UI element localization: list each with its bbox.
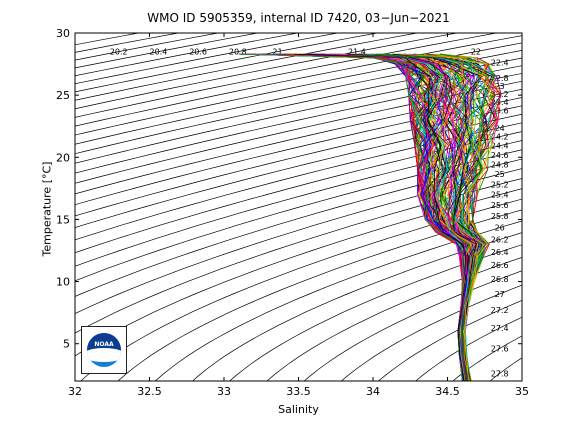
density-contour-label: 23.6 <box>491 107 509 116</box>
density-contour-line <box>75 113 522 228</box>
density-contour-labels: 20.2 20.4 20.6 20.8 21 21.4 2222.422.82323.223… <box>110 48 509 379</box>
profile-line <box>358 53 476 381</box>
density-contour-label: 25.6 <box>491 201 509 210</box>
density-contour-label: 25.4 <box>491 191 509 200</box>
x-tick-label: 32.5 <box>137 385 162 398</box>
x-tick-label: 33.5 <box>286 385 311 398</box>
density-contour-label: 26.6 <box>491 261 509 270</box>
density-contour-line <box>75 50 522 145</box>
density-contour-line <box>75 42 522 136</box>
density-contour-line <box>75 80 522 184</box>
density-contour-line <box>75 33 499 118</box>
density-contour-line <box>75 105 522 217</box>
density-contour-line <box>75 122 522 241</box>
density-contour-label: 26 <box>495 224 505 233</box>
density-contour-label: 25 <box>495 170 505 179</box>
density-contour-label: 24.4 <box>491 142 509 151</box>
density-contour-label: 22.4 <box>491 58 509 67</box>
density-contour-label: 26.4 <box>491 248 509 257</box>
density-contour-line <box>75 33 340 85</box>
y-axis-ticks: 5 10 15 20 25 30 <box>56 27 522 351</box>
x-tick-label: 32 <box>68 385 82 398</box>
density-contour-label: 27.8 <box>491 369 509 378</box>
profile-line <box>435 53 493 381</box>
x-tick-label: 34.5 <box>435 385 460 398</box>
profile-line <box>319 53 466 381</box>
density-contour-line <box>154 220 522 381</box>
density-contour-label: 20.6 <box>189 48 207 57</box>
density-contour-label: 27 <box>495 290 505 299</box>
y-tick-label: 15 <box>56 213 70 226</box>
density-contour-line <box>75 158 522 297</box>
density-contour-line <box>75 65 522 164</box>
density-contour-label: 22 <box>471 48 481 57</box>
density-contour-line <box>75 131 522 254</box>
density-contour-label: 27.2 <box>491 306 509 315</box>
density-contours <box>75 33 522 381</box>
density-contour-label: 22.8 <box>491 74 509 83</box>
density-contour-label: 23.2 <box>491 90 509 99</box>
density-contour-line <box>75 33 419 101</box>
density-contour-label: 26.8 <box>491 275 509 284</box>
x-axis-ticks: 32 32.5 33 33.5 34 34.5 35 <box>68 33 529 398</box>
profile-line <box>294 53 466 381</box>
y-tick-label: 10 <box>56 276 70 289</box>
x-tick-label: 33 <box>217 385 231 398</box>
y-tick-label: 25 <box>56 89 70 102</box>
density-contour-label: 24.8 <box>491 161 509 170</box>
profile-line <box>374 53 496 381</box>
density-contour-line <box>75 168 522 315</box>
noaa-logo: NOAA <box>81 326 127 374</box>
density-contour-label: 27.4 <box>491 324 509 333</box>
density-contour-label: 25.8 <box>491 212 509 221</box>
profile-lines <box>238 53 502 381</box>
y-axis-label: Temperature [°C] <box>40 161 54 257</box>
density-contour-label: 26.2 <box>491 236 509 245</box>
density-contour-line <box>75 33 380 93</box>
x-tick-label: 35 <box>515 385 529 398</box>
density-contour-label: 23 <box>495 82 505 91</box>
profile-line <box>392 53 483 381</box>
density-contour-line <box>75 57 522 155</box>
x-tick-label: 34 <box>366 385 380 398</box>
density-contour-line <box>303 270 522 381</box>
noaa-logo-text: NOAA <box>94 341 114 348</box>
x-axis-label: Salinity <box>278 403 319 416</box>
density-contour-line <box>266 257 522 381</box>
profile-line <box>245 53 465 381</box>
y-tick-label: 20 <box>56 151 70 164</box>
chart-title: WMO ID 5905359, internal ID 7420, 03−Jun… <box>147 11 450 25</box>
density-contour-line <box>191 232 522 381</box>
y-tick-label: 5 <box>63 338 70 351</box>
density-contour-label: 24 <box>495 124 505 133</box>
density-contour-label: 25.2 <box>491 180 509 189</box>
density-contour-label: 27.6 <box>491 345 509 354</box>
density-contour-label: 20.2 <box>110 48 128 57</box>
y-tick-label: 30 <box>56 27 70 40</box>
density-contour-line <box>75 35 522 127</box>
density-contour-line <box>75 33 459 110</box>
profile-line <box>361 53 477 381</box>
density-contour-label: 24.6 <box>491 151 509 160</box>
density-contour-line <box>75 178 522 334</box>
density-contour-label: 23.4 <box>491 98 509 107</box>
profile-line <box>399 53 485 381</box>
density-contour-line <box>75 140 522 267</box>
density-contour-line <box>229 244 522 381</box>
density-contour-line <box>340 284 522 381</box>
density-contour-line <box>80 198 522 381</box>
density-contour-line <box>75 149 522 282</box>
density-contour-label: 20.8 <box>229 48 247 57</box>
density-contour-line <box>117 209 522 381</box>
density-contour-label: 24.2 <box>491 133 509 142</box>
density-contour-line <box>415 316 522 381</box>
density-contour-line <box>377 299 522 381</box>
density-contour-label: 21.4 <box>348 48 366 57</box>
density-contour-label: 20.4 <box>149 48 167 57</box>
noaa-logo-icon: NOAA <box>87 333 121 367</box>
density-contour-label: 21 <box>272 48 282 57</box>
